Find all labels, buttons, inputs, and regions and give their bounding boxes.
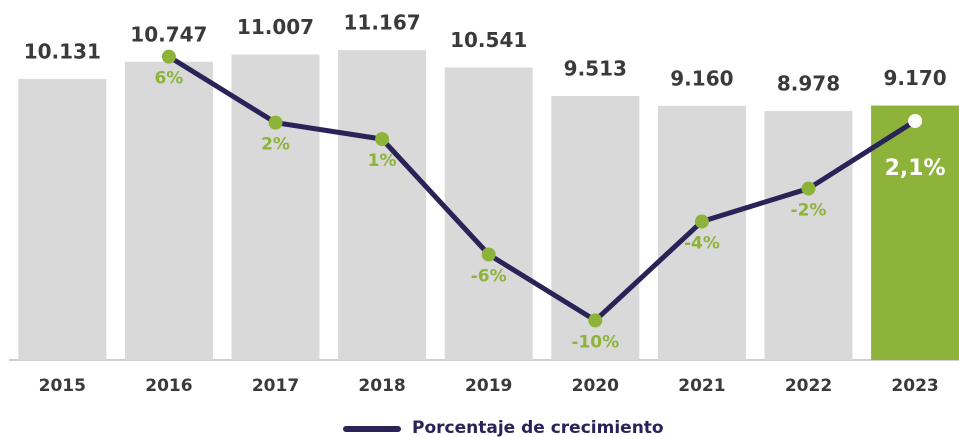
growth-label: 6% bbox=[154, 69, 183, 89]
x-tick-label: 2018 bbox=[358, 376, 405, 396]
bar bbox=[764, 110, 853, 360]
bar bbox=[231, 54, 320, 360]
bar bbox=[871, 105, 959, 360]
bar bbox=[444, 67, 533, 361]
growth-label: 2,1% bbox=[885, 156, 946, 181]
growth-label: 2% bbox=[261, 135, 290, 155]
x-tick-label: 2023 bbox=[891, 376, 938, 396]
x-tick-label: 2015 bbox=[39, 376, 86, 396]
x-tick-label: 2020 bbox=[572, 376, 619, 396]
x-tick-label: 2019 bbox=[465, 376, 512, 396]
bar-value-label: 9.170 bbox=[883, 66, 946, 90]
x-tick-label: 2017 bbox=[252, 376, 299, 396]
bar-value-label: 10.131 bbox=[24, 39, 101, 63]
bar-value-label: 11.007 bbox=[237, 15, 314, 39]
growth-marker bbox=[481, 247, 496, 262]
x-tick-label: 2016 bbox=[145, 376, 192, 396]
growth-marker bbox=[161, 49, 176, 64]
bar-value-label: 10.747 bbox=[130, 22, 207, 46]
growth-marker bbox=[588, 313, 603, 328]
growth-marker bbox=[908, 113, 923, 128]
growth-marker bbox=[801, 181, 816, 196]
bar-value-label: 8.978 bbox=[777, 71, 840, 95]
bar bbox=[124, 61, 213, 360]
growth-label: -4% bbox=[684, 234, 720, 254]
growth-label: -10% bbox=[571, 332, 619, 352]
bar bbox=[338, 50, 427, 360]
growth-marker bbox=[694, 214, 709, 229]
bar-value-label: 9.513 bbox=[564, 57, 627, 81]
bar-value-label: 10.541 bbox=[450, 28, 527, 52]
bar bbox=[657, 105, 746, 360]
x-tick-label: 2022 bbox=[785, 376, 832, 396]
bar-value-label: 11.167 bbox=[344, 11, 421, 35]
legend-label: Porcentaje de crecimiento bbox=[412, 418, 664, 437]
growth-label: -6% bbox=[471, 266, 507, 286]
growth-label: 1% bbox=[368, 151, 397, 171]
bar-value-label: 9.160 bbox=[670, 66, 733, 90]
growth-label: -2% bbox=[791, 201, 827, 221]
growth-marker bbox=[375, 132, 390, 147]
bar bbox=[18, 78, 107, 361]
growth-line bbox=[167, 54, 917, 323]
x-tick-label: 2021 bbox=[678, 376, 725, 396]
growth-marker bbox=[268, 115, 283, 130]
